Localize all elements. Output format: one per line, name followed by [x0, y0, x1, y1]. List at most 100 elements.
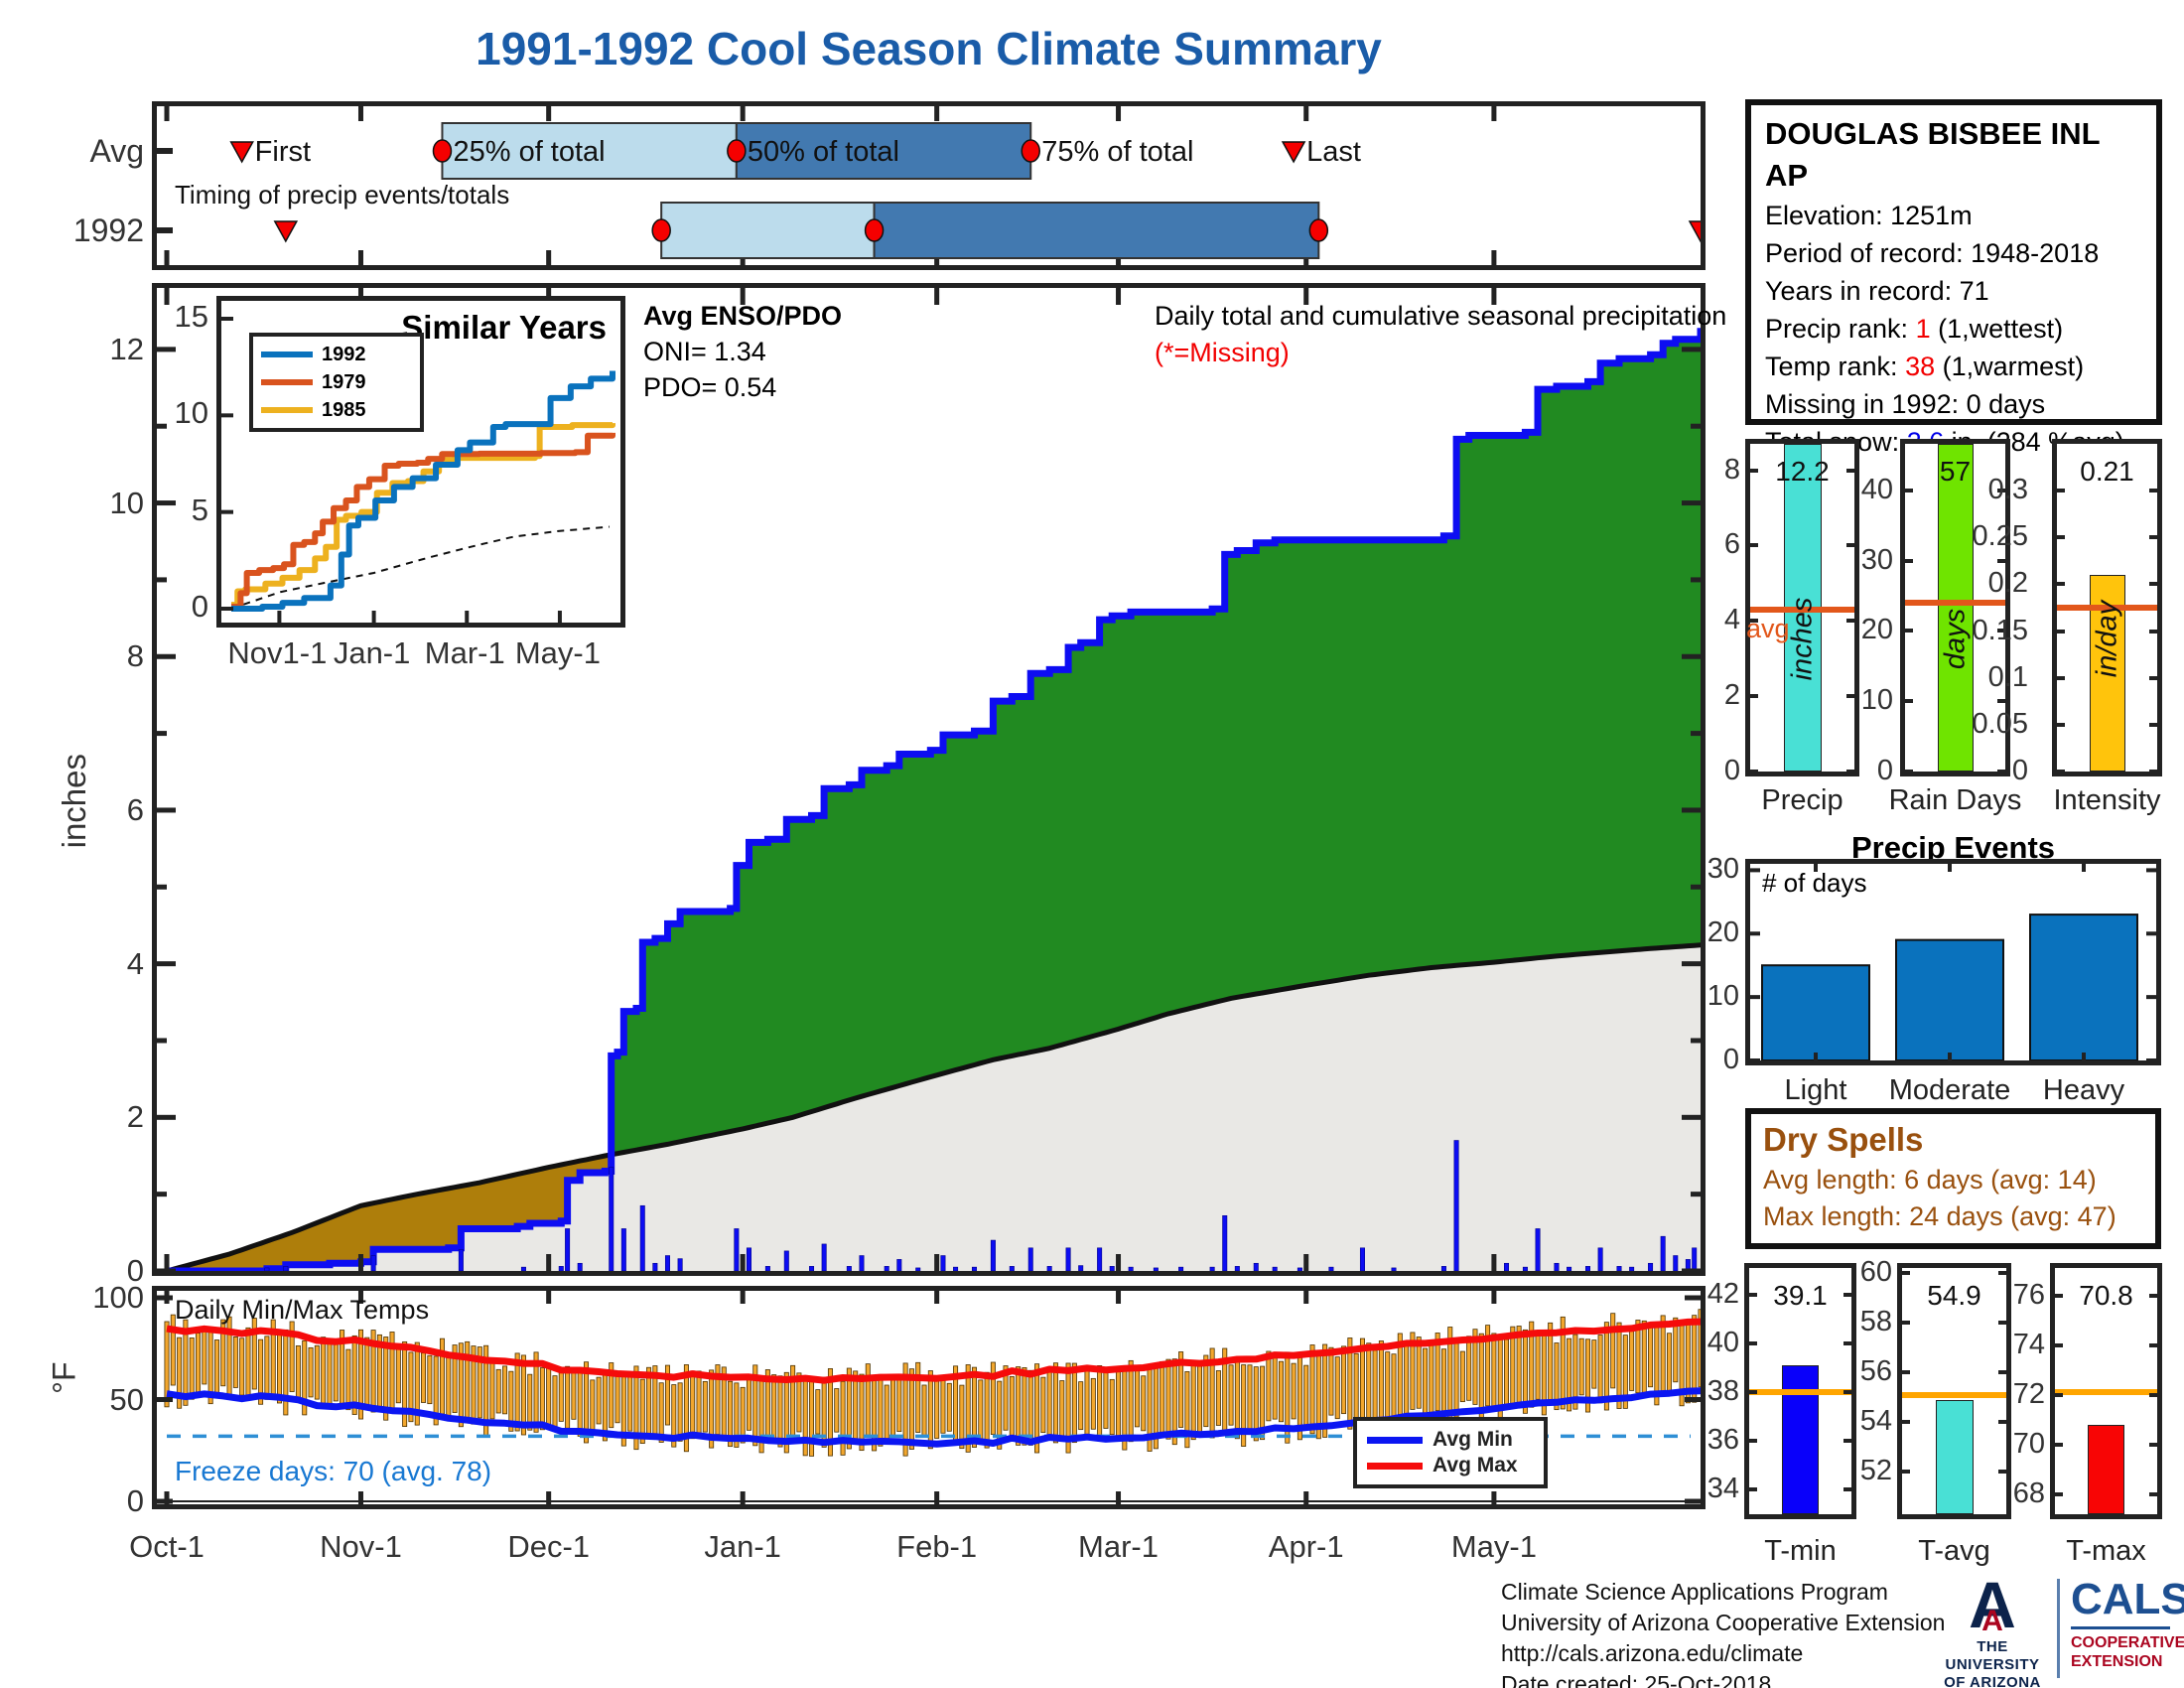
- events-tick-right: [2146, 995, 2156, 1000]
- temps-label: Daily Min/Max Temps: [175, 1295, 430, 1325]
- mini-unit-precip: inches: [1786, 597, 1818, 681]
- footer-url[interactable]: http://cals.arizona.edu/climate: [1501, 1640, 1804, 1666]
- temp-range-bar: [539, 1367, 545, 1431]
- precip-rank-value: 1: [1915, 314, 1931, 344]
- temp-range-bar: [552, 1375, 558, 1430]
- timing-row-label-avg: Avg: [89, 133, 144, 169]
- temp-range-bar: [1171, 1358, 1177, 1446]
- temp-range-bar: [277, 1334, 283, 1404]
- temp-range-bar: [827, 1368, 833, 1457]
- temp-range-bar: [558, 1368, 564, 1422]
- mini-ytick-intensity-0.15: 0.15: [1972, 614, 2028, 646]
- enso-title: Avg ENSO/PDO: [643, 301, 843, 331]
- mini-ytick-tmin-36: 36: [1706, 1424, 1739, 1457]
- mini-ytick-tmax-72: 72: [2012, 1377, 2045, 1410]
- inset-y-tick-10: 10: [174, 395, 208, 431]
- mini-tick: [1750, 770, 1758, 774]
- mini-tick: [2149, 489, 2157, 493]
- events-cat-Moderate: Moderate: [1888, 1074, 2011, 1106]
- timing-p50-marker: [727, 139, 747, 163]
- inset-legend: 1992 1979 1985: [249, 333, 424, 432]
- mini-cat-tmax: T-max: [2066, 1535, 2146, 1567]
- daily-precip-bar: [746, 1247, 751, 1271]
- timing-chart: First 25% of total 50% of total 75% of tota…: [157, 106, 1701, 265]
- temp-range-bar: [1554, 1342, 1560, 1411]
- daily-precip-bar: [264, 1267, 270, 1271]
- temp-range-bar: [997, 1380, 1003, 1450]
- temp-tick-top: [1303, 1291, 1309, 1304]
- temp-range-bar: [1328, 1346, 1334, 1416]
- temp-range-bar: [351, 1335, 357, 1415]
- daily-precip-bar: [734, 1228, 740, 1271]
- mini-tick: [1843, 1341, 1851, 1346]
- avg-max-swatch: [1367, 1462, 1423, 1470]
- temp-range-bar: [1097, 1365, 1103, 1439]
- timing-tick-top: [740, 106, 746, 121]
- timing-tick-bottom: [546, 250, 552, 265]
- mini-ytick-raindays-20: 20: [1860, 614, 1893, 646]
- temp-range-bar: [1260, 1365, 1266, 1441]
- inset-title: Similar Years: [401, 309, 607, 346]
- temp-range-bar: [1247, 1364, 1253, 1430]
- x-tick-label-May-1: May-1: [1450, 1529, 1537, 1564]
- daily-precip-bar: [1272, 1266, 1278, 1271]
- inset-series-1979: [231, 432, 615, 611]
- mini-tick: [1905, 770, 1913, 774]
- temp-range-bar: [264, 1336, 270, 1400]
- temp-range-bar: [177, 1336, 183, 1409]
- temp-range-bar: [202, 1327, 207, 1385]
- temp-range-bar: [1141, 1375, 1147, 1432]
- temp-range-bar: [1641, 1320, 1647, 1393]
- temp-range-bar: [1603, 1322, 1609, 1411]
- daily-precip-bar: [1685, 1259, 1691, 1271]
- temp-legend: Avg Min Avg Max: [1353, 1417, 1548, 1488]
- temp-range-bar: [383, 1336, 389, 1421]
- timing-box-50-75: [873, 202, 1320, 259]
- cumulative-precip-chart: [157, 288, 1701, 1271]
- legend-label-1985: 1985: [322, 398, 366, 421]
- daily-precip-bar: [1109, 1266, 1115, 1271]
- temp-range-bar: [1184, 1371, 1190, 1449]
- mini-panel-tmax: 70.8: [2050, 1263, 2162, 1519]
- daily-precip-bar: [1065, 1247, 1071, 1271]
- mini-tick: [2149, 1392, 2157, 1397]
- main-tick-top: [1303, 288, 1309, 305]
- temp-range-bar: [1215, 1370, 1221, 1426]
- temp-range-bar: [584, 1361, 590, 1444]
- mini-tick: [1843, 1487, 1851, 1492]
- temp-range-bar: [1622, 1335, 1628, 1409]
- temp-range-bar: [664, 1364, 670, 1426]
- precip-y-tick-2: 2: [126, 1099, 144, 1135]
- inset-tick-left: [221, 413, 233, 418]
- main-tick-right: [1682, 500, 1701, 506]
- mini-tick: [1902, 1370, 1910, 1375]
- daily-precip-bar: [1328, 1266, 1334, 1271]
- x-tick-label-Apr-1: Apr-1: [1268, 1529, 1344, 1564]
- mini-value-tmax: 70.8: [2079, 1280, 2133, 1311]
- mini-cat-tavg: T-avg: [1918, 1535, 1990, 1567]
- legend-swatch-1992: [261, 352, 313, 357]
- main-tick-bottom: [934, 1254, 940, 1271]
- temp-range-bar: [1241, 1364, 1247, 1447]
- temp-range-bar: [502, 1365, 508, 1415]
- daily-precip-bar: [1253, 1262, 1259, 1271]
- freeze-days-note: Freeze days: 70 (avg. 78): [175, 1456, 492, 1486]
- timing-box-25-50: [660, 202, 876, 259]
- inset-y-tick-5: 5: [191, 492, 208, 527]
- daily-precip-bar: [565, 1228, 571, 1271]
- mini-value-tmin: 39.1: [1773, 1280, 1828, 1311]
- daily-precip-bar: [458, 1249, 464, 1271]
- daily-precip-bar: [1359, 1247, 1365, 1271]
- mini-ytick-raindays-30: 30: [1860, 543, 1893, 576]
- temp-tick-left: [157, 1498, 173, 1504]
- missing-days-line: Missing in 1992: 0 days: [1765, 389, 2046, 419]
- temp-range-bar: [520, 1354, 526, 1436]
- daily-precip-bar: [664, 1255, 670, 1271]
- temp-range-bar: [477, 1346, 482, 1419]
- main-tick-top: [164, 288, 170, 305]
- daily-precip-bar: [884, 1266, 889, 1271]
- main-tick-left: [157, 653, 176, 659]
- mini-tick: [1998, 1271, 2006, 1275]
- events-tick-right: [2146, 868, 2156, 873]
